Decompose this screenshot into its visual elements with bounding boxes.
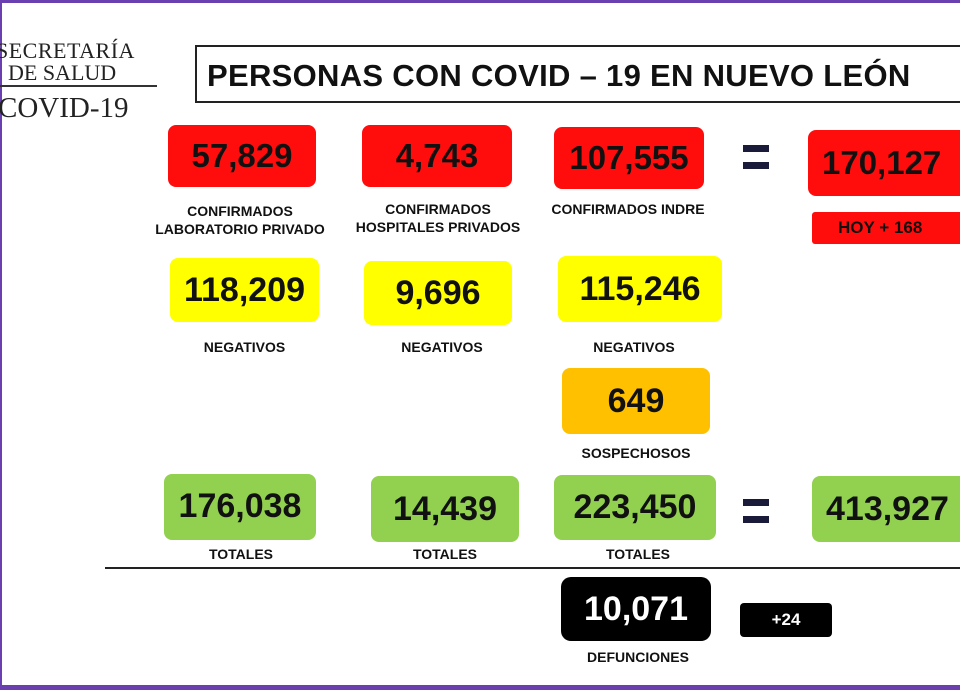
frame-top-border [0,0,960,3]
deaths-box: 10,071 [561,577,711,641]
confirmed-private-lab-box: 57,829 [168,125,316,187]
totals-private-hospitals-box: 14,439 [371,476,519,542]
totals-private-lab-label: TOTALES [208,546,274,562]
totals-indre-box: 223,450 [554,475,716,540]
grand-total-box: 413,927 [812,476,960,542]
totals-private-hospitals-value: 14,439 [393,490,497,528]
logo-line-1: SECRETARÍA [0,38,135,63]
negatives-private-hospitals-label: NEGATIVOS [401,339,483,355]
confirmed-indre-label: CONFIRMADOS INDRE [551,201,705,217]
deaths-value: 10,071 [584,590,688,628]
negatives-indre-value: 115,246 [579,270,701,308]
negatives-private-hospitals-value: 9,696 [395,274,481,312]
confirmed-private-hospitals-value: 4,743 [395,137,479,174]
confirmed-private-lab-label-1: CONFIRMADOS [187,203,293,219]
negatives-private-lab-box: 118,209 [170,258,319,322]
totals-private-lab-value: 176,038 [178,487,302,525]
totals-private-lab-box: 176,038 [164,474,316,540]
suspects-value: 649 [607,382,665,420]
logo-divider [0,85,157,87]
confirmed-private-lab-label: CONFIRMADOS LABORATORIO PRIVADO [140,202,340,238]
confirmed-today-badge: HOY + 168 [812,212,960,244]
equals-sign-confirmed [743,145,769,170]
logo-line-3: COVID-19 [0,92,129,124]
confirmed-indre-value: 107,555 [569,139,689,176]
totals-indre-label: TOTALES [605,546,671,562]
title-banner: PERSONAS CON COVID – 19 EN NUEVO LEÓN [195,45,960,103]
page-title: PERSONAS CON COVID – 19 EN NUEVO LEÓN [207,58,911,93]
confirmed-private-hospitals-label-2: HOSPITALES PRIVADOS [355,219,521,235]
deaths-today-value: +24 [771,610,801,629]
frame-bottom-border [0,685,960,690]
confirmed-private-lab-value: 57,829 [191,137,293,174]
logo-line-2: DE SALUD [8,60,117,85]
confirmed-total-box: 170,127 [808,130,960,196]
totals-private-hospitals-label: TOTALES [412,546,478,562]
section-divider [105,567,960,569]
frame-left-border [0,0,2,690]
grand-total-value: 413,927 [826,490,949,528]
confirmed-private-hospitals-label: CONFIRMADOS HOSPITALES PRIVADOS [340,200,536,236]
suspects-label: SOSPECHOSOS [581,445,691,461]
deaths-today-badge: +24 [740,603,832,637]
confirmed-today-value: HOY + 168 [838,218,923,237]
equals-sign-totals [743,499,769,524]
negatives-indre-box: 115,246 [558,256,722,322]
negatives-indre-label: NEGATIVOS [593,339,675,355]
suspects-box: 649 [562,368,710,434]
totals-indre-value: 223,450 [573,488,697,526]
negatives-private-lab-label: NEGATIVOS [203,339,286,355]
confirmed-indre-box: 107,555 [554,127,704,189]
deaths-label: DEFUNCIONES [587,649,689,665]
confirmed-total-value: 170,127 [822,144,942,181]
negatives-private-lab-value: 118,209 [183,271,306,309]
negatives-private-hospitals-box: 9,696 [364,261,512,325]
confirmed-private-lab-label-2: LABORATORIO PRIVADO [155,221,325,237]
confirmed-private-hospitals-label-1: CONFIRMADOS [385,201,491,217]
confirmed-private-hospitals-box: 4,743 [362,125,512,187]
